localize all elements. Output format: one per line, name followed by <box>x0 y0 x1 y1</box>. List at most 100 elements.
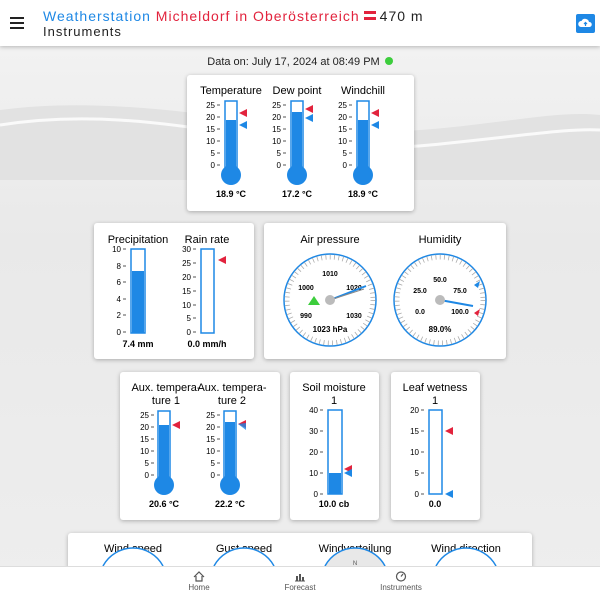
air-pressure-dial: 990 1000 1010 1020 1030 1023 hPa <box>283 253 377 347</box>
svg-text:10: 10 <box>206 447 215 456</box>
tab-home-label: Home <box>188 583 210 592</box>
svg-text:5: 5 <box>145 459 150 468</box>
svg-text:20: 20 <box>140 423 149 432</box>
soil-moisture-card: Soil moisture 1 40 30 20 10 0 10.0 cb <box>290 372 379 520</box>
humidity-value: 89.0% <box>429 325 452 334</box>
temperature-value: 18.9 °C <box>216 189 247 199</box>
svg-text:0: 0 <box>277 161 282 170</box>
svg-text:25: 25 <box>206 411 215 420</box>
bar-chart-icon <box>295 574 305 582</box>
bottom-tab-bar: Home Forecast Instruments <box>0 566 600 601</box>
svg-text:1030: 1030 <box>346 313 362 320</box>
svg-text:5: 5 <box>211 459 216 468</box>
svg-text:0: 0 <box>187 328 192 337</box>
svg-text:25: 25 <box>140 411 149 420</box>
cloud-upload-icon <box>578 18 592 27</box>
rain-card: Precipitation Rain rate 10 8 6 4 2 0 30 … <box>94 223 254 359</box>
compass-north-label: N <box>353 561 357 566</box>
home-icon <box>193 571 205 582</box>
svg-text:5: 5 <box>211 149 216 158</box>
dew-point-label: Dew point <box>273 85 322 97</box>
soil-moisture-label: Soil moisture <box>302 382 366 394</box>
precipitation-value: 7.4 mm <box>122 339 153 349</box>
thermometer-dew-point: 25 20 15 10 5 0 <box>272 100 313 185</box>
svg-text:1000: 1000 <box>298 285 314 292</box>
tab-instruments-label: Instruments <box>380 583 422 592</box>
svg-text:50.0: 50.0 <box>433 277 447 284</box>
leaf-wetness-bar-gauge: 20 15 10 5 0 <box>410 406 453 499</box>
tab-forecast[interactable]: Forecast <box>260 571 340 592</box>
pressure-humidity-card: Air pressure Humidity 990 1000 1010 1020… <box>264 223 506 359</box>
svg-text:990: 990 <box>300 313 312 320</box>
thermometer-aux-2: 25 20 15 10 5 0 <box>206 410 246 495</box>
aux-temp-1-label: Aux. tempera- <box>131 382 200 394</box>
rain-rate-label: Rain rate <box>185 234 230 246</box>
svg-text:15: 15 <box>410 427 419 436</box>
svg-text:75.0: 75.0 <box>453 288 467 295</box>
soil-moisture-label-line2: 1 <box>331 395 337 407</box>
svg-text:30: 30 <box>182 245 191 254</box>
svg-text:20: 20 <box>206 423 215 432</box>
svg-text:10: 10 <box>272 137 281 146</box>
svg-text:15: 15 <box>338 125 347 134</box>
title-part-1: Weatherstation <box>43 8 151 24</box>
svg-text:15: 15 <box>272 125 281 134</box>
svg-text:2: 2 <box>117 311 122 320</box>
svg-text:20: 20 <box>309 448 318 457</box>
svg-text:20: 20 <box>206 113 215 122</box>
svg-text:20: 20 <box>338 113 347 122</box>
precipitation-label: Precipitation <box>108 234 169 246</box>
austria-flag-icon <box>363 11 376 20</box>
svg-text:5: 5 <box>415 469 420 478</box>
thermometer-windchill: 25 20 15 10 5 0 <box>338 100 379 185</box>
svg-text:10: 10 <box>206 137 215 146</box>
wind-direction-dial <box>435 547 497 567</box>
svg-text:10: 10 <box>112 245 121 254</box>
aux-temp-2-label: Aux. tempera- <box>197 382 266 394</box>
leaf-wetness-label-line2: 1 <box>432 395 438 407</box>
humidity-dial: 0.0 25.0 50.0 75.0 100.0 89.0% <box>393 253 487 347</box>
svg-text:25: 25 <box>272 101 281 110</box>
svg-text:10: 10 <box>182 301 191 310</box>
svg-text:0: 0 <box>415 490 420 499</box>
svg-text:8: 8 <box>117 262 122 271</box>
status-dot <box>384 57 393 65</box>
aux-temp-1-value: 20.6 °C <box>149 499 180 509</box>
temperature-label: Temperature <box>200 85 262 97</box>
upload-cloud-button[interactable] <box>576 14 595 33</box>
wind-distribution-dial <box>324 547 386 567</box>
svg-text:15: 15 <box>182 287 191 296</box>
leaf-wetness-value: 0.0 <box>429 499 442 509</box>
data-timestamp: Data on: July 17, 2024 at 08:49 PM <box>0 56 600 68</box>
svg-text:0: 0 <box>145 471 150 480</box>
svg-text:5: 5 <box>277 149 282 158</box>
gust-speed-dial <box>213 547 275 567</box>
svg-text:5: 5 <box>343 149 348 158</box>
svg-text:10: 10 <box>140 447 149 456</box>
title-part-2: Micheldorf in Oberösterreich <box>155 8 360 24</box>
aux-temp-1-label-line2: ture 1 <box>152 395 180 407</box>
svg-text:1010: 1010 <box>322 271 338 278</box>
svg-text:20: 20 <box>182 273 191 282</box>
temperature-card: Temperature Dew point Windchill 25 20 15… <box>187 75 414 211</box>
wind-speed-dial <box>102 547 164 567</box>
svg-text:15: 15 <box>140 435 149 444</box>
air-pressure-label: Air pressure <box>300 234 359 246</box>
thermometer-aux-1: 25 20 15 10 5 0 <box>140 410 180 495</box>
svg-text:20: 20 <box>272 113 281 122</box>
station-title: Weatherstation Micheldorf in Oberösterre… <box>43 8 424 24</box>
svg-text:10: 10 <box>410 448 419 457</box>
svg-text:0: 0 <box>314 490 319 499</box>
app-header: Weatherstation Micheldorf in Oberösterre… <box>0 0 600 46</box>
svg-text:1020: 1020 <box>346 285 362 292</box>
air-pressure-value: 1023 hPa <box>313 325 348 334</box>
menu-icon[interactable] <box>10 17 24 29</box>
tab-home[interactable]: Home <box>159 571 239 592</box>
humidity-label: Humidity <box>419 234 462 246</box>
leaf-wetness-label: Leaf wetness <box>403 382 468 394</box>
svg-text:0: 0 <box>211 161 216 170</box>
svg-text:20: 20 <box>410 406 419 415</box>
svg-text:25: 25 <box>338 101 347 110</box>
rain-rate-value: 0.0 mm/h <box>187 339 226 349</box>
tab-instruments[interactable]: Instruments <box>361 571 441 592</box>
